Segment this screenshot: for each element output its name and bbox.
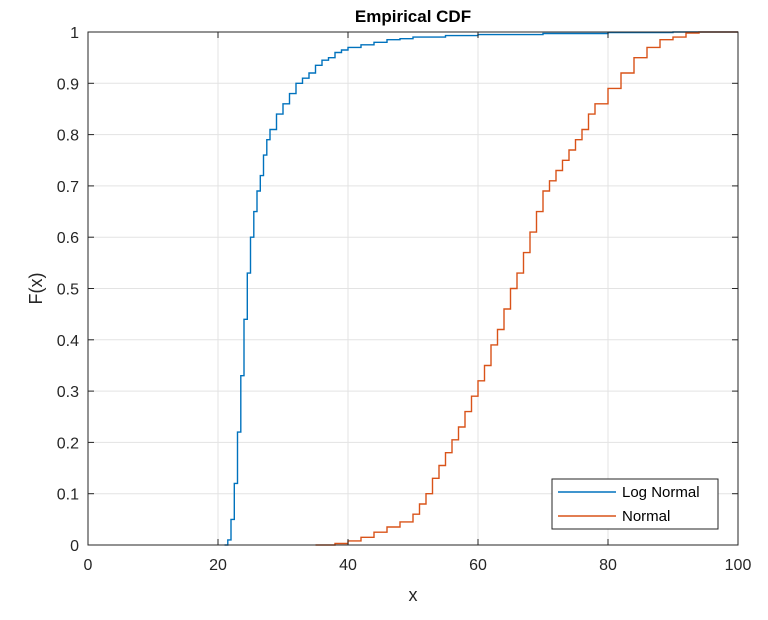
legend-label-normal: Normal (622, 508, 670, 525)
legend: Log Normal Normal (551, 478, 719, 530)
x-tick-label: 60 (469, 557, 487, 574)
y-tick-label: 0.5 (57, 282, 79, 299)
y-tick-label: 0.2 (57, 435, 79, 452)
legend-label-log-normal: Log Normal (622, 484, 700, 501)
tick-marks (87, 31, 739, 546)
series-layer (224, 31, 738, 546)
y-tick-label: 0.9 (57, 76, 79, 93)
legend-box (551, 478, 719, 530)
y-tick-label: 0.8 (57, 128, 79, 145)
x-tick-label: 20 (209, 557, 227, 574)
x-tick-labels: 0 20 40 60 80 100 (84, 557, 752, 574)
x-axis-label: x (409, 585, 418, 605)
y-tick-label: 0.1 (57, 487, 79, 504)
y-tick-label: 0.7 (57, 179, 79, 196)
chart-title: Empirical CDF (355, 7, 471, 26)
y-tick-label: 0.4 (57, 333, 79, 350)
y-axis-label: F(x) (26, 273, 46, 305)
x-tick-label: 40 (339, 557, 357, 574)
y-tick-label: 1 (70, 25, 79, 42)
y-tick-label: 0.6 (57, 230, 79, 247)
x-tick-label: 80 (599, 557, 617, 574)
x-tick-label: 100 (725, 557, 752, 574)
x-tick-label: 0 (84, 557, 93, 574)
series-line-normal (315, 31, 738, 546)
y-tick-label: 0 (70, 538, 79, 555)
y-tick-label: 0.3 (57, 384, 79, 401)
y-tick-labels: 0 0.1 0.2 0.3 0.4 0.5 0.6 0.7 0.8 0.9 1 (57, 25, 79, 555)
series-line-log-normal (224, 31, 738, 546)
